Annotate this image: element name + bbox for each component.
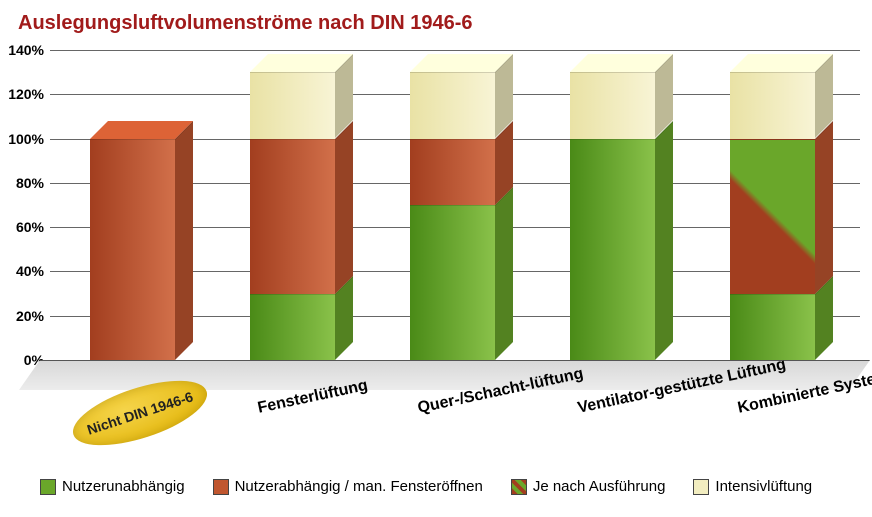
bar-segment [250,139,335,294]
bar-segment [730,72,815,138]
bar-segment [570,72,655,138]
bar [250,72,335,360]
legend-label: Nutzerunabhängig [62,478,185,495]
y-tick-label: 60% [16,219,44,235]
bar-segment [410,139,495,205]
legend-item: Je nach Ausführung [511,478,666,495]
bar [730,72,815,360]
legend-swatch [213,479,229,495]
chart-area: 0%20%40%60%80%100%120%140% [50,50,860,360]
bar-segment [570,139,655,360]
bar-segment-side [495,187,513,360]
legend-label: Intensivlüftung [715,478,812,495]
y-tick-label: 20% [16,308,44,324]
legend-item: Nutzerunabhängig [40,478,185,495]
legend-swatch [693,479,709,495]
y-tick-label: 140% [8,42,44,58]
bar-segment [410,72,495,138]
y-tick-label: 80% [16,175,44,191]
legend-item: Intensivlüftung [693,478,812,495]
legend-item: Nutzerabhängig / man. Fensteröffnen [213,478,483,495]
bar [570,72,655,360]
bar [90,139,175,360]
bar-segment-side [815,121,833,294]
chart-title: Auslegungsluftvolumenströme nach DIN 194… [18,12,473,35]
bar-segment [410,205,495,360]
y-tick-label: 40% [16,263,44,279]
bar-segment [730,139,815,294]
legend-swatch [511,479,527,495]
bar-segment [90,139,175,360]
y-tick-label: 100% [8,131,44,147]
bar-segment-side [335,121,353,294]
y-tick-label: 120% [8,86,44,102]
legend-label: Nutzerabhängig / man. Fensteröffnen [235,478,483,495]
bar-segment-side [175,121,193,360]
bar [410,72,495,360]
bar-segment-side [655,121,673,360]
gridline [50,50,860,51]
bar-top [90,121,193,139]
bar-segment [250,72,335,138]
bar-segment [250,294,335,360]
legend-swatch [40,479,56,495]
plot-background: 0%20%40%60%80%100%120%140% [50,50,860,360]
legend: Nutzerunabhängig Nutzerabhängig / man. Fe… [40,478,850,495]
bar-segment [730,294,815,360]
legend-label: Je nach Ausführung [533,478,666,495]
